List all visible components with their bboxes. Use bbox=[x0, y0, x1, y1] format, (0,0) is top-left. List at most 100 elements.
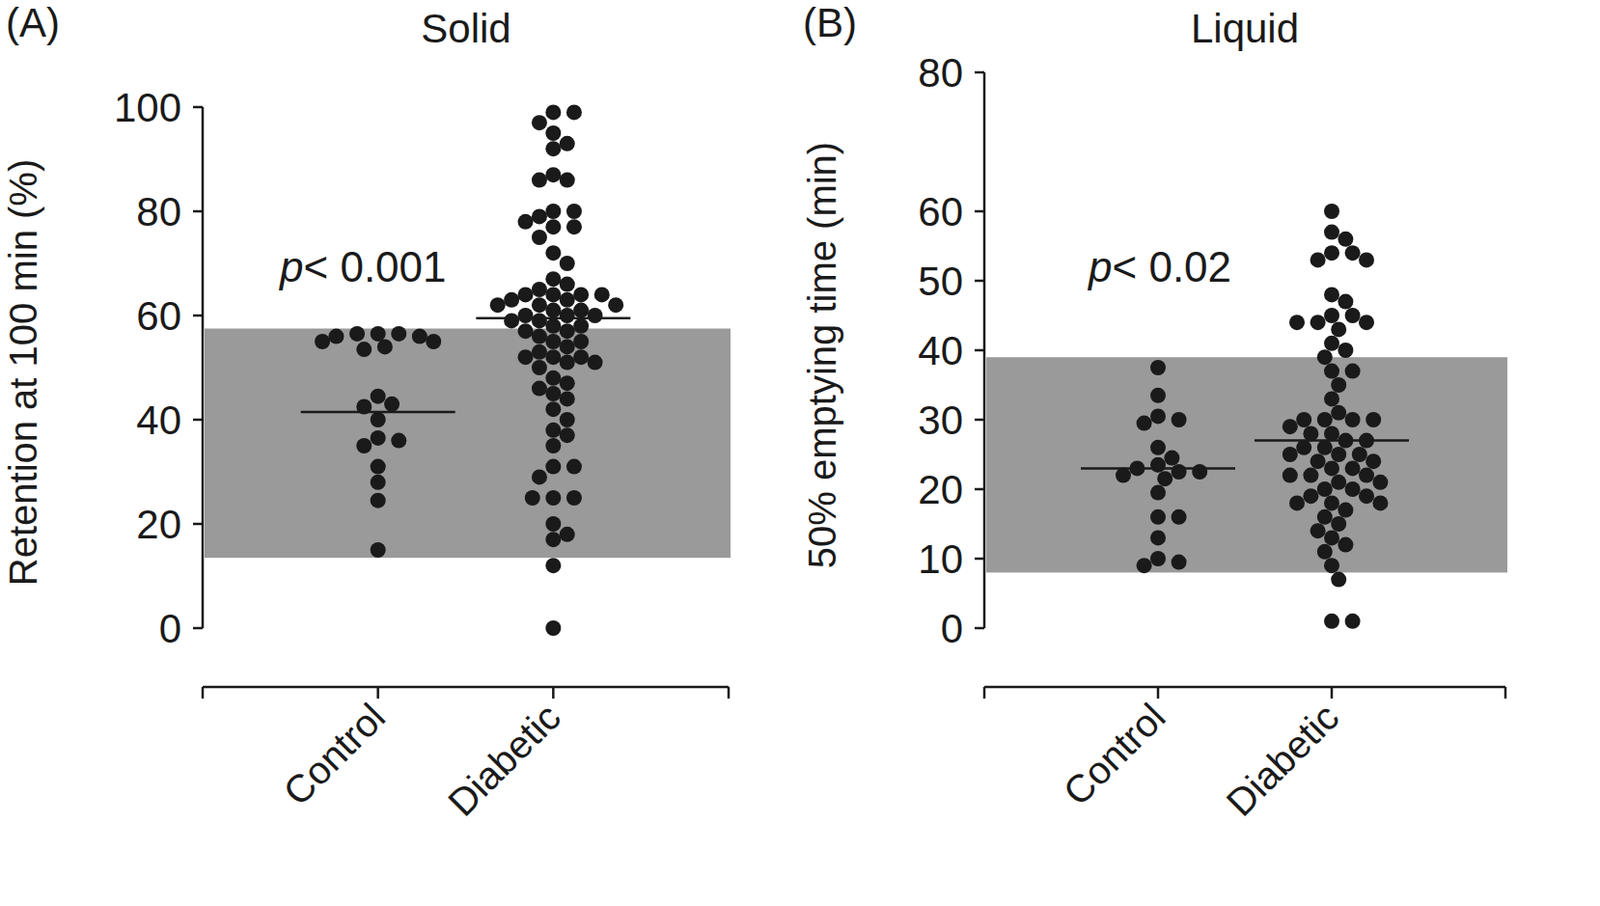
data-point bbox=[1324, 363, 1340, 380]
panel-label: (A) bbox=[5, 0, 60, 46]
median-line bbox=[475, 316, 631, 320]
data-point bbox=[1150, 408, 1166, 424]
annotation-italic: p bbox=[1086, 243, 1112, 291]
data-point bbox=[1302, 488, 1319, 504]
data-point bbox=[1310, 251, 1326, 268]
x-tick-label: Diabetic bbox=[440, 695, 569, 825]
data-point bbox=[545, 370, 561, 387]
data-point bbox=[1163, 450, 1180, 467]
data-point bbox=[1330, 572, 1347, 588]
data-point bbox=[1150, 440, 1166, 456]
data-point bbox=[545, 490, 561, 506]
data-point bbox=[1365, 453, 1381, 469]
data-point bbox=[545, 318, 561, 334]
data-point bbox=[559, 427, 576, 443]
marks bbox=[301, 104, 632, 636]
y-tick bbox=[193, 418, 203, 422]
data-point bbox=[1310, 523, 1326, 539]
data-point bbox=[559, 390, 576, 407]
data-point bbox=[545, 140, 561, 157]
title: Solid bbox=[420, 5, 511, 52]
data-point bbox=[545, 166, 561, 183]
y-tick-label: 20 bbox=[917, 467, 964, 513]
data-point bbox=[1345, 307, 1361, 324]
data-point bbox=[559, 412, 576, 428]
data-point bbox=[573, 349, 589, 365]
data-point bbox=[390, 433, 407, 449]
data-point bbox=[573, 286, 589, 303]
x-tick bbox=[551, 687, 555, 699]
y-tick-label: 100 bbox=[113, 84, 182, 131]
data-point bbox=[1345, 412, 1361, 428]
x-tick bbox=[1157, 687, 1160, 699]
data-point bbox=[1115, 468, 1132, 484]
data-point bbox=[1351, 446, 1368, 463]
data-point bbox=[1150, 509, 1166, 525]
data-point bbox=[370, 326, 387, 342]
marks bbox=[1080, 203, 1409, 630]
data-point bbox=[370, 412, 387, 428]
data-point bbox=[566, 459, 582, 475]
data-point bbox=[531, 381, 548, 397]
data-point bbox=[1317, 412, 1333, 428]
data-point bbox=[370, 474, 387, 491]
data-point bbox=[1150, 485, 1166, 501]
y-tick bbox=[193, 627, 203, 631]
y-tick bbox=[193, 314, 203, 318]
data-point bbox=[559, 276, 576, 293]
data-point bbox=[531, 297, 548, 313]
data-point bbox=[566, 219, 582, 235]
data-point bbox=[1324, 557, 1340, 574]
x-axis-end-tick bbox=[983, 687, 987, 699]
data-point bbox=[1337, 231, 1353, 248]
data-point bbox=[356, 438, 372, 454]
data-point bbox=[1150, 387, 1166, 404]
data-point bbox=[559, 136, 576, 152]
y-tick-label: 0 bbox=[159, 606, 182, 652]
data-point bbox=[531, 329, 548, 345]
data-point bbox=[545, 459, 561, 475]
data-point bbox=[531, 172, 548, 189]
normal-range-band bbox=[204, 329, 731, 559]
y-axis-label: Retention at 100 min (%) bbox=[1, 159, 45, 586]
data-point bbox=[1330, 405, 1347, 421]
data-point bbox=[545, 620, 561, 636]
data-point bbox=[594, 286, 610, 303]
data-point bbox=[1317, 440, 1333, 456]
panel: (A)Solid020406080100Retention at 100 min… bbox=[1, 0, 731, 825]
annotation-italic: p bbox=[277, 243, 304, 291]
data-point bbox=[518, 286, 534, 303]
y-tick bbox=[974, 627, 985, 631]
data-point bbox=[545, 286, 561, 303]
y-axis bbox=[201, 107, 205, 629]
data-point bbox=[1324, 425, 1340, 442]
data-point bbox=[545, 104, 561, 120]
median-line bbox=[1254, 439, 1409, 442]
data-point bbox=[377, 338, 393, 355]
data-point bbox=[531, 312, 548, 329]
data-point bbox=[518, 307, 534, 324]
x-axis bbox=[984, 686, 1506, 690]
data-point bbox=[412, 329, 428, 345]
data-point bbox=[524, 490, 541, 506]
data-point bbox=[1345, 481, 1361, 497]
data-point bbox=[349, 326, 365, 342]
data-point bbox=[1345, 245, 1361, 261]
data-point bbox=[545, 531, 561, 548]
x-tick-label: Control bbox=[275, 695, 393, 814]
y-tick-label: 10 bbox=[917, 536, 964, 582]
data-point bbox=[1324, 613, 1340, 630]
data-point bbox=[1324, 203, 1340, 220]
data-point bbox=[503, 312, 520, 329]
data-point bbox=[1358, 314, 1375, 331]
data-point bbox=[1324, 390, 1340, 407]
data-point bbox=[1330, 321, 1347, 337]
data-point bbox=[573, 303, 589, 319]
data-point bbox=[1317, 481, 1333, 497]
data-point bbox=[1310, 314, 1326, 331]
annotation: p< 0.001 bbox=[277, 243, 447, 291]
data-point bbox=[531, 229, 548, 246]
data-point bbox=[1324, 307, 1340, 324]
data-point bbox=[1345, 460, 1361, 476]
data-point bbox=[1358, 488, 1375, 504]
